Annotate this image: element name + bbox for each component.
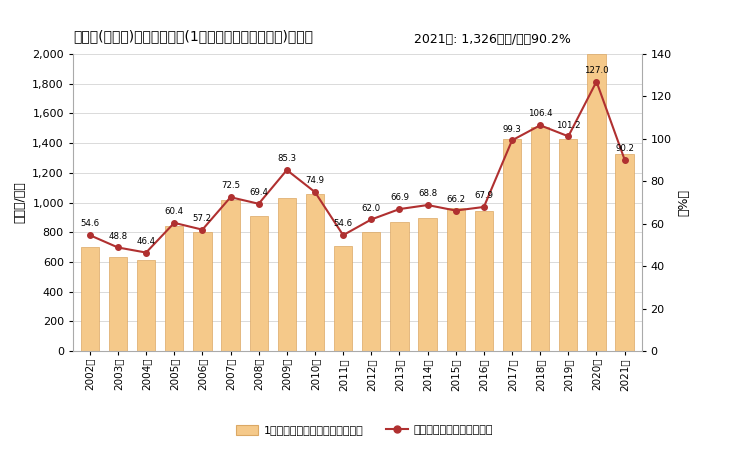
Text: 101.2: 101.2 bbox=[556, 121, 580, 130]
Text: 57.2: 57.2 bbox=[193, 214, 212, 223]
Text: 66.9: 66.9 bbox=[390, 194, 409, 202]
Text: 54.6: 54.6 bbox=[80, 220, 99, 229]
Text: 69.4: 69.4 bbox=[249, 188, 268, 197]
Bar bbox=[615, 154, 634, 351]
Bar bbox=[306, 194, 324, 351]
Bar bbox=[362, 232, 381, 351]
Bar bbox=[475, 212, 493, 351]
Y-axis label: ［万円/人］: ［万円/人］ bbox=[14, 182, 27, 223]
Bar bbox=[531, 127, 550, 351]
Bar bbox=[334, 246, 352, 351]
Text: 72.5: 72.5 bbox=[221, 181, 240, 190]
Text: 85.3: 85.3 bbox=[277, 154, 297, 163]
Text: 67.9: 67.9 bbox=[475, 191, 494, 200]
Y-axis label: ［%］: ［%］ bbox=[677, 189, 690, 216]
Text: 68.8: 68.8 bbox=[418, 189, 437, 198]
Text: 2021年: 1,326万円/人，90.2%: 2021年: 1,326万円/人，90.2% bbox=[414, 33, 571, 46]
Text: 99.3: 99.3 bbox=[502, 125, 521, 134]
Bar bbox=[278, 198, 296, 351]
Bar bbox=[559, 139, 577, 351]
Text: 66.2: 66.2 bbox=[446, 195, 465, 204]
Bar bbox=[109, 257, 127, 351]
Text: 葛巻町(岩手県)の労働生産性(1人当たり粗付加価値額)の推移: 葛巻町(岩手県)の労働生産性(1人当たり粗付加価値額)の推移 bbox=[73, 29, 313, 43]
Bar bbox=[193, 232, 211, 351]
Bar bbox=[222, 199, 240, 351]
Legend: 1人当たり粗付加価値額（左軸）, 対全国比（右軸）（右軸）: 1人当たり粗付加価値額（左軸）, 対全国比（右軸）（右軸） bbox=[232, 420, 497, 440]
Bar bbox=[137, 260, 155, 351]
Text: 54.6: 54.6 bbox=[334, 220, 353, 229]
Bar bbox=[249, 216, 268, 351]
Text: 90.2: 90.2 bbox=[615, 144, 634, 153]
Text: 106.4: 106.4 bbox=[528, 109, 553, 118]
Text: 127.0: 127.0 bbox=[584, 66, 609, 75]
Text: 62.0: 62.0 bbox=[362, 204, 381, 213]
Text: 74.9: 74.9 bbox=[305, 176, 324, 185]
Bar bbox=[390, 222, 408, 351]
Bar bbox=[165, 225, 184, 351]
Bar bbox=[447, 208, 465, 351]
Bar bbox=[588, 54, 606, 351]
Bar bbox=[418, 218, 437, 351]
Bar bbox=[81, 247, 99, 351]
Text: 48.8: 48.8 bbox=[109, 232, 128, 241]
Bar bbox=[503, 139, 521, 351]
Text: 60.4: 60.4 bbox=[165, 207, 184, 216]
Text: 46.4: 46.4 bbox=[136, 237, 156, 246]
